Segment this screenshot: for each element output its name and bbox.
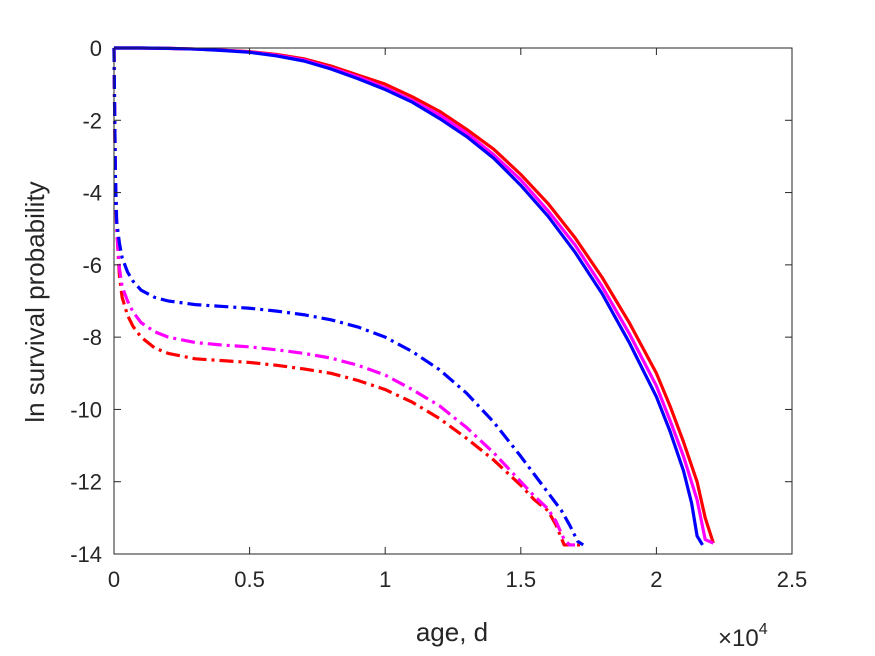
x-tick-label: 1 — [379, 567, 391, 592]
y-axis-label: ln survival probability — [20, 181, 50, 422]
x-tick-label: 0 — [108, 567, 120, 592]
x-axis-exponent-base: ×10 — [718, 625, 759, 652]
labels-layer: 0 0.5 1 1.5 2 2.5 0 -2 -4 -6 -8 -10 -12 -14 — [70, 36, 807, 592]
y-tick-label: -12 — [70, 470, 102, 495]
y-tick-label: -14 — [70, 542, 102, 567]
axes-layer — [113, 47, 793, 555]
x-axis-exponent-power: 4 — [759, 621, 768, 638]
y-tick-label: -10 — [70, 397, 102, 422]
x-tick-label: 0.5 — [234, 567, 265, 592]
series-line-5 — [112, 47, 576, 547]
plot-layer — [112, 46, 715, 547]
y-tick-label: -6 — [82, 253, 102, 278]
series-line-4 — [112, 47, 581, 547]
y-tick-label: -2 — [82, 108, 102, 133]
x-axis-exponent: ×104 — [718, 621, 768, 652]
x-axis-label: age, d — [416, 617, 488, 647]
x-tick-label: 2 — [650, 567, 662, 592]
y-tick-label: -4 — [82, 181, 102, 206]
plot-frame — [113, 47, 793, 555]
series-line-3 — [114, 46, 704, 546]
y-tick-label: -8 — [82, 325, 102, 350]
x-tick-label: 1.5 — [506, 567, 537, 592]
y-tick-label: 0 — [90, 36, 102, 61]
series-line-6 — [112, 47, 585, 547]
x-tick-label: 2.5 — [777, 567, 808, 592]
